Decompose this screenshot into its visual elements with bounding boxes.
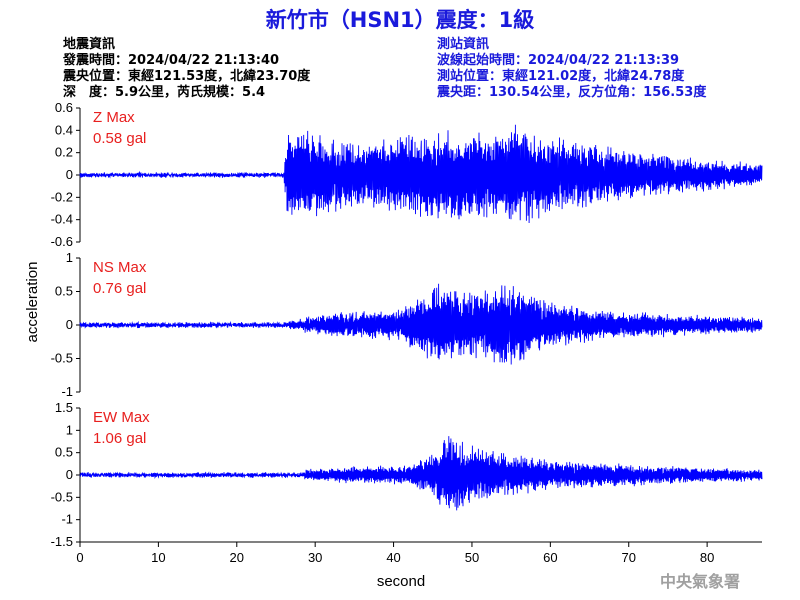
station-info: 測站資訊 波線起始時間：2024/04/22 21:13:39 測站位置：東經1… bbox=[436, 36, 707, 100]
y-tick-label-z: 0 bbox=[66, 167, 73, 182]
y-tick-label-z: 0.4 bbox=[55, 122, 73, 137]
x-tick-label: 60 bbox=[543, 550, 557, 565]
agency-label: 中央氣象署 bbox=[660, 572, 740, 591]
chart-title: 新竹市（HSN1）震度：1級 bbox=[266, 8, 535, 32]
waveform-ns bbox=[79, 283, 763, 365]
panel-ew: -1.5 -1 -0.5 0 0.5 1 1.5 EW Max 1.06 gal bbox=[51, 400, 763, 549]
y-tick-label-ew: 0 bbox=[66, 467, 73, 482]
x-tick-label: 30 bbox=[308, 550, 322, 565]
max-label-z: Z Max bbox=[93, 109, 135, 126]
panel-ns: -1 -0.5 0 0.5 1 NS Max 0.76 gal bbox=[51, 250, 763, 399]
eq-depth-magnitude: 深 度：5.9公里，芮氏規模：5.4 bbox=[63, 84, 265, 100]
y-tick-label-z: -0.2 bbox=[51, 189, 73, 204]
waveform-ew bbox=[79, 436, 763, 511]
y-tick-label-ns: 0 bbox=[66, 317, 73, 332]
x-tick-label: 20 bbox=[230, 550, 244, 565]
station-location: 測站位置：東經121.02度，北緯24.78度 bbox=[437, 68, 685, 84]
y-tick-label-ew: 1 bbox=[66, 422, 73, 437]
y-tick-label-z: 0.2 bbox=[55, 145, 73, 160]
x-tick-label: 50 bbox=[465, 550, 479, 565]
y-tick-label-ew: -1 bbox=[61, 512, 73, 527]
y-tick-label-ns: -1 bbox=[61, 384, 73, 399]
station-wave-start: 波線起始時間：2024/04/22 21:13:39 bbox=[437, 52, 679, 68]
x-tick-label: 10 bbox=[151, 550, 165, 565]
x-axis-label: second bbox=[377, 573, 425, 590]
y-tick-label-ns: 0.5 bbox=[55, 284, 73, 299]
x-tick-label: 80 bbox=[700, 550, 714, 565]
eq-info-heading: 地震資訊 bbox=[63, 36, 115, 52]
x-tick-label: 70 bbox=[622, 550, 636, 565]
station-info-heading: 測站資訊 bbox=[437, 36, 489, 52]
y-tick-label-z: 0.6 bbox=[55, 100, 73, 115]
y-tick-label-ew: -0.5 bbox=[51, 489, 73, 504]
y-tick-label-ns: 1 bbox=[66, 250, 73, 265]
y-tick-label-ew: -1.5 bbox=[51, 534, 73, 549]
y-tick-label-ns: -0.5 bbox=[51, 351, 73, 366]
y-tick-label-z: -0.4 bbox=[51, 212, 73, 227]
panels: -0.6 -0.4 -0.2 0 0.2 0.4 0.6 Z Max 0.58 gal -1 -0.… bbox=[51, 100, 763, 565]
eq-epicenter: 震央位置：東經121.53度，北緯23.70度 bbox=[62, 68, 311, 84]
max-value-z: 0.58 gal bbox=[93, 130, 146, 147]
earthquake-info: 地震資訊 發震時間：2024/04/22 21:13:40 震央位置：東經121… bbox=[62, 36, 311, 100]
station-distance: 震央距：130.54公里，反方位角：156.53度 bbox=[436, 84, 707, 100]
y-tick-label-ew: 1.5 bbox=[55, 400, 73, 415]
panel-z: -0.6 -0.4 -0.2 0 0.2 0.4 0.6 Z Max 0.58 gal bbox=[51, 100, 763, 249]
max-value-ns: 0.76 gal bbox=[93, 280, 146, 297]
waveform-z bbox=[79, 124, 763, 224]
x-tick-label: 0 bbox=[76, 550, 83, 565]
y-tick-label-ew: 0.5 bbox=[55, 445, 73, 460]
y-axis-label: acceleration bbox=[24, 262, 41, 343]
eq-origin-time: 發震時間：2024/04/22 21:13:40 bbox=[62, 52, 279, 68]
max-value-ew: 1.06 gal bbox=[93, 430, 146, 447]
max-label-ns: NS Max bbox=[93, 259, 147, 276]
y-tick-label-z: -0.6 bbox=[51, 234, 73, 249]
max-label-ew: EW Max bbox=[93, 409, 150, 426]
x-tick-label: 40 bbox=[386, 550, 400, 565]
